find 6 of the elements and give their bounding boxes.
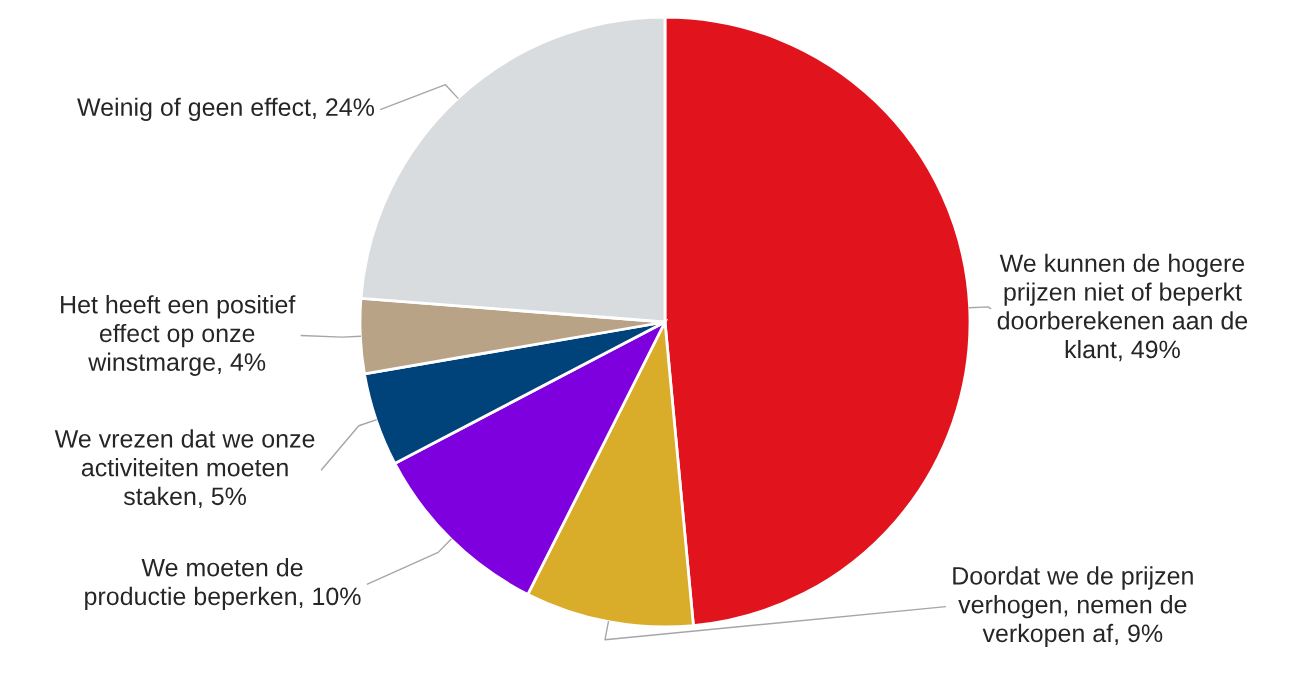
slice-label: We kunnen de hogere prijzen niet of beperkt doorberekenen aan de klant, 49% <box>997 253 1248 362</box>
slice-label: We moeten de productie beperken, 10% <box>85 558 361 611</box>
slice-label: We vrezen dat we onze activiteiten moeten staken, 5% <box>54 429 315 509</box>
slice-label: Weinig of geen effect, 24% <box>77 97 375 121</box>
slice-label: Het heeft een positief effect op onze winstmarge, 4% <box>61 295 296 376</box>
slice-label: Doordat we de prijzen verhogen, nemen de verkopen af, 9% <box>953 566 1193 648</box>
